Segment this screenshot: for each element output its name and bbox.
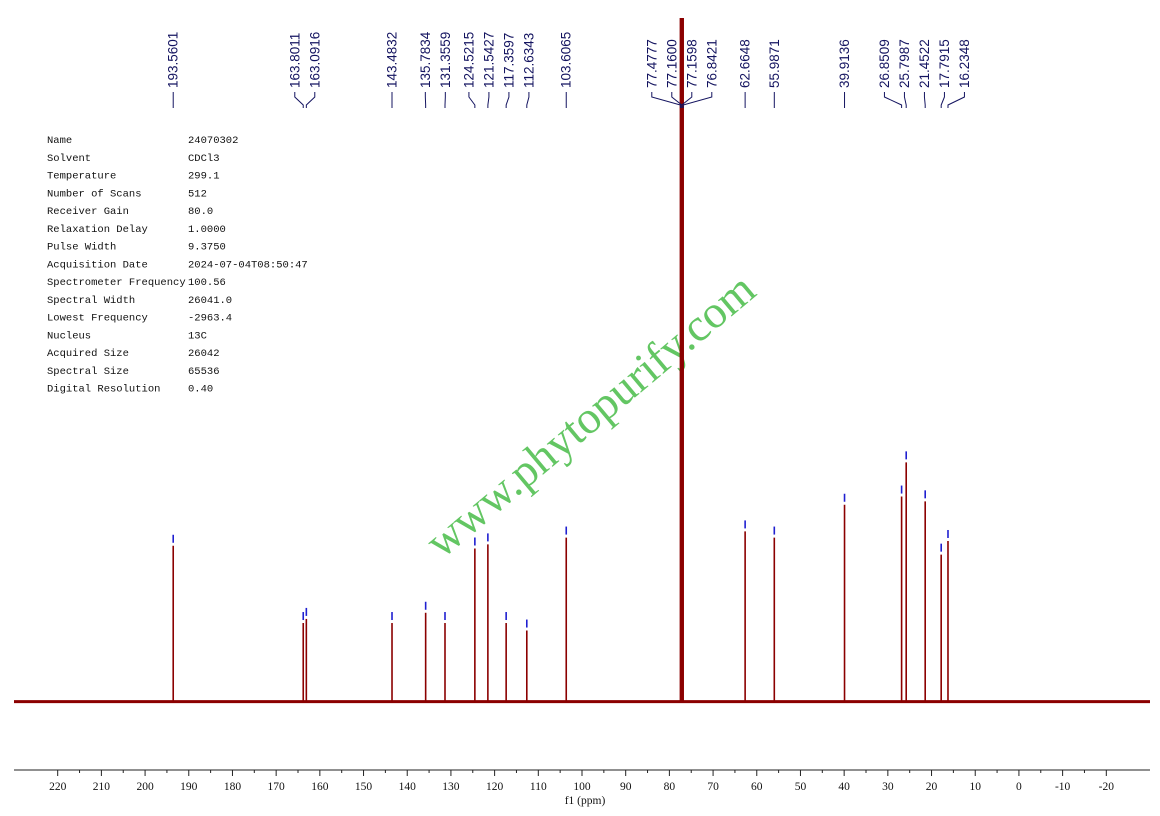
param-name: Spectral Size <box>47 366 129 378</box>
x-tick-label: 180 <box>224 781 242 793</box>
peak-label: 112.6343 <box>521 33 536 88</box>
peak-label: 77.1598 <box>684 39 699 88</box>
peak-label: 135.7834 <box>418 31 433 88</box>
param-name: Nucleus <box>47 330 91 342</box>
peak-label-connector <box>468 92 476 108</box>
x-tick-label: 80 <box>664 781 676 793</box>
param-value: 0.40 <box>188 384 213 396</box>
x-tick-label: 170 <box>268 781 286 793</box>
param-value: 26042 <box>188 348 220 360</box>
x-tick-label: 90 <box>620 781 632 793</box>
x-tick-label: -20 <box>1099 781 1115 793</box>
param-value: 100.56 <box>188 277 226 289</box>
param-value: 1.0000 <box>188 224 226 236</box>
peak-label: 131.3559 <box>438 32 453 88</box>
x-tick-label: 70 <box>707 781 719 793</box>
peak-label-connector <box>487 92 490 108</box>
peak-label: 143.4832 <box>385 32 400 88</box>
param-value: -2963.4 <box>188 313 232 325</box>
param-name: Lowest Frequency <box>47 313 148 325</box>
param-name: Number of Scans <box>47 188 142 200</box>
peak-label: 121.5427 <box>481 32 496 88</box>
watermark: www.phytopurify.com <box>415 263 764 568</box>
peak-label-connector <box>903 92 907 108</box>
param-value: 24070302 <box>188 135 238 147</box>
peak-label-connector <box>505 92 510 108</box>
peak-label-connector <box>883 92 903 108</box>
x-tick-label: 10 <box>969 781 981 793</box>
x-tick-label: 210 <box>93 781 111 793</box>
peak-label: 39.9136 <box>837 39 852 88</box>
param-value: 2024-07-04T08:50:47 <box>188 259 308 271</box>
param-name: Spectrometer Frequency <box>47 277 186 289</box>
peak-label: 124.5215 <box>461 32 476 88</box>
peak-label-connector <box>526 92 530 108</box>
x-tick-label: 160 <box>311 781 329 793</box>
param-value: 65536 <box>188 366 220 378</box>
peak-label: 163.8011 <box>287 33 302 88</box>
param-name: Relaxation Delay <box>47 224 148 236</box>
peak-label-connector <box>294 92 304 108</box>
x-tick-label: -10 <box>1055 781 1071 793</box>
peak-label: 55.9871 <box>767 39 782 88</box>
peak-label-connector <box>305 92 316 108</box>
peak-label-connector <box>923 92 926 108</box>
param-name: Solvent <box>47 153 91 165</box>
x-tick-label: 50 <box>795 781 807 793</box>
param-name: Spectral Width <box>47 295 135 307</box>
param-value: CDCl3 <box>188 153 220 165</box>
peak-label-connector <box>940 92 945 108</box>
x-tick-label: 100 <box>573 781 591 793</box>
peak-label: 21.4522 <box>917 39 932 88</box>
x-tick-label: 40 <box>838 781 850 793</box>
param-value: 26041.0 <box>188 295 232 307</box>
peak-label-connector <box>682 92 713 108</box>
param-value: 13C <box>188 330 207 342</box>
param-name: Receiver Gain <box>47 206 129 218</box>
peak-label: 62.6648 <box>738 39 753 88</box>
peak-label: 193.5601 <box>166 32 181 88</box>
x-tick-label: 120 <box>486 781 504 793</box>
param-value: 80.0 <box>188 206 213 218</box>
peak-label-connector <box>681 92 693 108</box>
param-name: Acquisition Date <box>47 259 148 271</box>
param-name: Digital Resolution <box>47 384 160 396</box>
x-tick-label: 220 <box>49 781 67 793</box>
peak-label: 26.8509 <box>877 39 892 88</box>
param-name: Temperature <box>47 171 116 183</box>
x-tick-label: 190 <box>180 781 198 793</box>
peak-label: 77.1600 <box>664 39 679 88</box>
param-value: 299.1 <box>188 171 220 183</box>
param-value: 9.3750 <box>188 242 226 254</box>
peak-label: 117.3597 <box>501 33 516 88</box>
param-name: Acquired Size <box>47 348 129 360</box>
peak-label: 25.7987 <box>897 39 912 88</box>
peak-label: 16.2348 <box>957 39 972 88</box>
peak-label: 103.6065 <box>559 32 574 88</box>
param-name: Pulse Width <box>47 242 116 254</box>
x-tick-label: 130 <box>442 781 460 793</box>
x-tick-label: 30 <box>882 781 894 793</box>
x-tick-label: 20 <box>926 781 938 793</box>
peak-label-connector <box>947 92 965 108</box>
x-tick-label: 60 <box>751 781 763 793</box>
x-tick-label: 0 <box>1016 781 1022 793</box>
x-tick-label: 150 <box>355 781 373 793</box>
peak-label: 77.4777 <box>644 39 659 88</box>
x-tick-label: 110 <box>530 781 547 793</box>
x-tick-label: 140 <box>399 781 417 793</box>
x-tick-label: 200 <box>136 781 154 793</box>
peak-label: 76.8421 <box>704 39 719 88</box>
param-name: Name <box>47 135 72 147</box>
peak-label-connector <box>651 92 681 108</box>
param-value: 512 <box>188 188 207 200</box>
x-axis-label: f1 (ppm) <box>565 795 606 807</box>
peak-label: 163.0916 <box>307 32 322 88</box>
peak-label: 17.7915 <box>937 39 952 88</box>
